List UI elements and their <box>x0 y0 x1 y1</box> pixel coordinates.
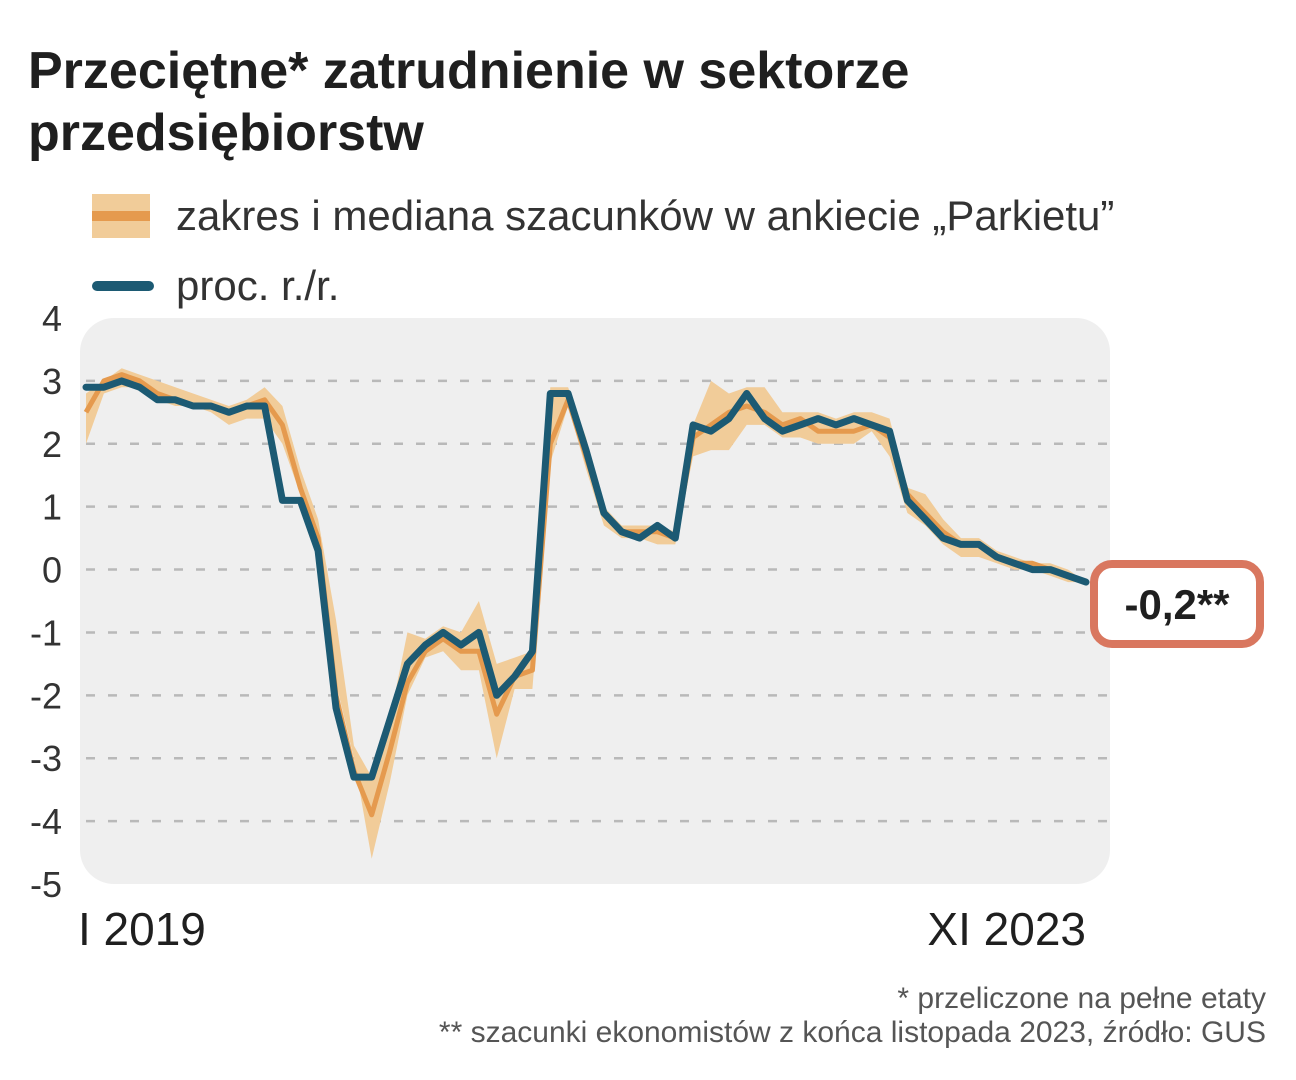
line-point <box>84 385 88 389</box>
line-point <box>870 423 874 427</box>
line-point <box>745 391 749 395</box>
line-point <box>655 524 659 528</box>
legend-line-label: proc. r./r. <box>176 262 340 309</box>
data-points <box>84 379 1088 779</box>
line-point <box>263 404 267 408</box>
line-point <box>1013 561 1017 565</box>
line-point <box>209 404 213 408</box>
line-point <box>298 498 302 502</box>
line-point <box>227 410 231 414</box>
line-point <box>673 536 677 540</box>
callout-box <box>1090 560 1264 648</box>
line-point <box>602 511 606 515</box>
line-point <box>102 385 106 389</box>
line-point <box>405 662 409 666</box>
line-point <box>459 643 463 647</box>
y-tick-label: 1 <box>42 487 62 528</box>
line-point <box>638 536 642 540</box>
footnote-2: ** szacunki ekonomistów z końca listopad… <box>438 1016 1266 1049</box>
line-point <box>155 398 159 402</box>
line-point <box>923 517 927 521</box>
line-point <box>977 542 981 546</box>
x-start-label: I 2019 <box>78 903 206 955</box>
y-tick-label: 0 <box>42 550 62 591</box>
line-point <box>995 555 999 559</box>
line-point <box>709 429 713 433</box>
line-point <box>888 429 892 433</box>
line-point <box>316 549 320 553</box>
legend-item-line: proc. r./r. <box>92 262 339 310</box>
line-point <box>780 429 784 433</box>
line-point <box>423 643 427 647</box>
line-point <box>138 385 142 389</box>
y-tick-label: -1 <box>30 612 62 653</box>
line-point <box>941 536 945 540</box>
line-point <box>959 542 963 546</box>
line-point <box>905 498 909 502</box>
line-point <box>530 649 534 653</box>
legend-item-band: zakres i mediana szacunków w ankiecie „P… <box>92 192 1114 240</box>
line-point <box>173 398 177 402</box>
y-axis-ticks: 4 3 2 1 0 -1 -2 -3 -4 -5 <box>30 298 62 905</box>
line-point <box>1048 568 1052 572</box>
line-point <box>280 498 284 502</box>
line-point <box>566 391 570 395</box>
line-point <box>513 674 517 678</box>
line-point <box>727 417 731 421</box>
line-point <box>191 404 195 408</box>
line-point <box>763 417 767 421</box>
line-point <box>1084 580 1088 584</box>
line-swatch-icon <box>92 281 154 291</box>
y-tick-label: -4 <box>30 801 62 842</box>
line-point <box>798 423 802 427</box>
line-point <box>245 404 249 408</box>
line-point <box>370 775 374 779</box>
line-point <box>816 417 820 421</box>
line-point <box>1030 568 1034 572</box>
y-tick-label: 4 <box>42 298 62 339</box>
line-point <box>548 391 552 395</box>
callout-value: -0,2** <box>1124 581 1230 628</box>
line-point <box>834 423 838 427</box>
line-point <box>477 630 481 634</box>
y-tick-label: -5 <box>30 864 62 905</box>
line-point <box>584 448 588 452</box>
y-tick-label: -3 <box>30 738 62 779</box>
line-point <box>441 630 445 634</box>
line-point <box>334 706 338 710</box>
line-point <box>352 775 356 779</box>
line-point <box>120 379 124 383</box>
estimate-range-band <box>86 368 1086 859</box>
line-point <box>1066 574 1070 578</box>
plot-background <box>80 318 1110 884</box>
footnote-1: * przeliczone na pełne etaty <box>897 982 1266 1015</box>
line-point <box>620 530 624 534</box>
y-tick-label: 3 <box>42 361 62 402</box>
chart-title: Przeciętne* zatrudnienie w sektorze prze… <box>28 42 910 162</box>
line-point <box>852 417 856 421</box>
x-end-label: XI 2023 <box>927 903 1086 955</box>
legend-band-label: zakres i mediana szacunków w ankiecie „P… <box>176 192 1115 239</box>
line-point <box>495 693 499 697</box>
line-point <box>691 423 695 427</box>
band-swatch-icon <box>92 194 150 238</box>
y-tick-label: 2 <box>42 424 62 465</box>
y-tick-label: -2 <box>30 675 62 716</box>
line-point <box>388 718 392 722</box>
